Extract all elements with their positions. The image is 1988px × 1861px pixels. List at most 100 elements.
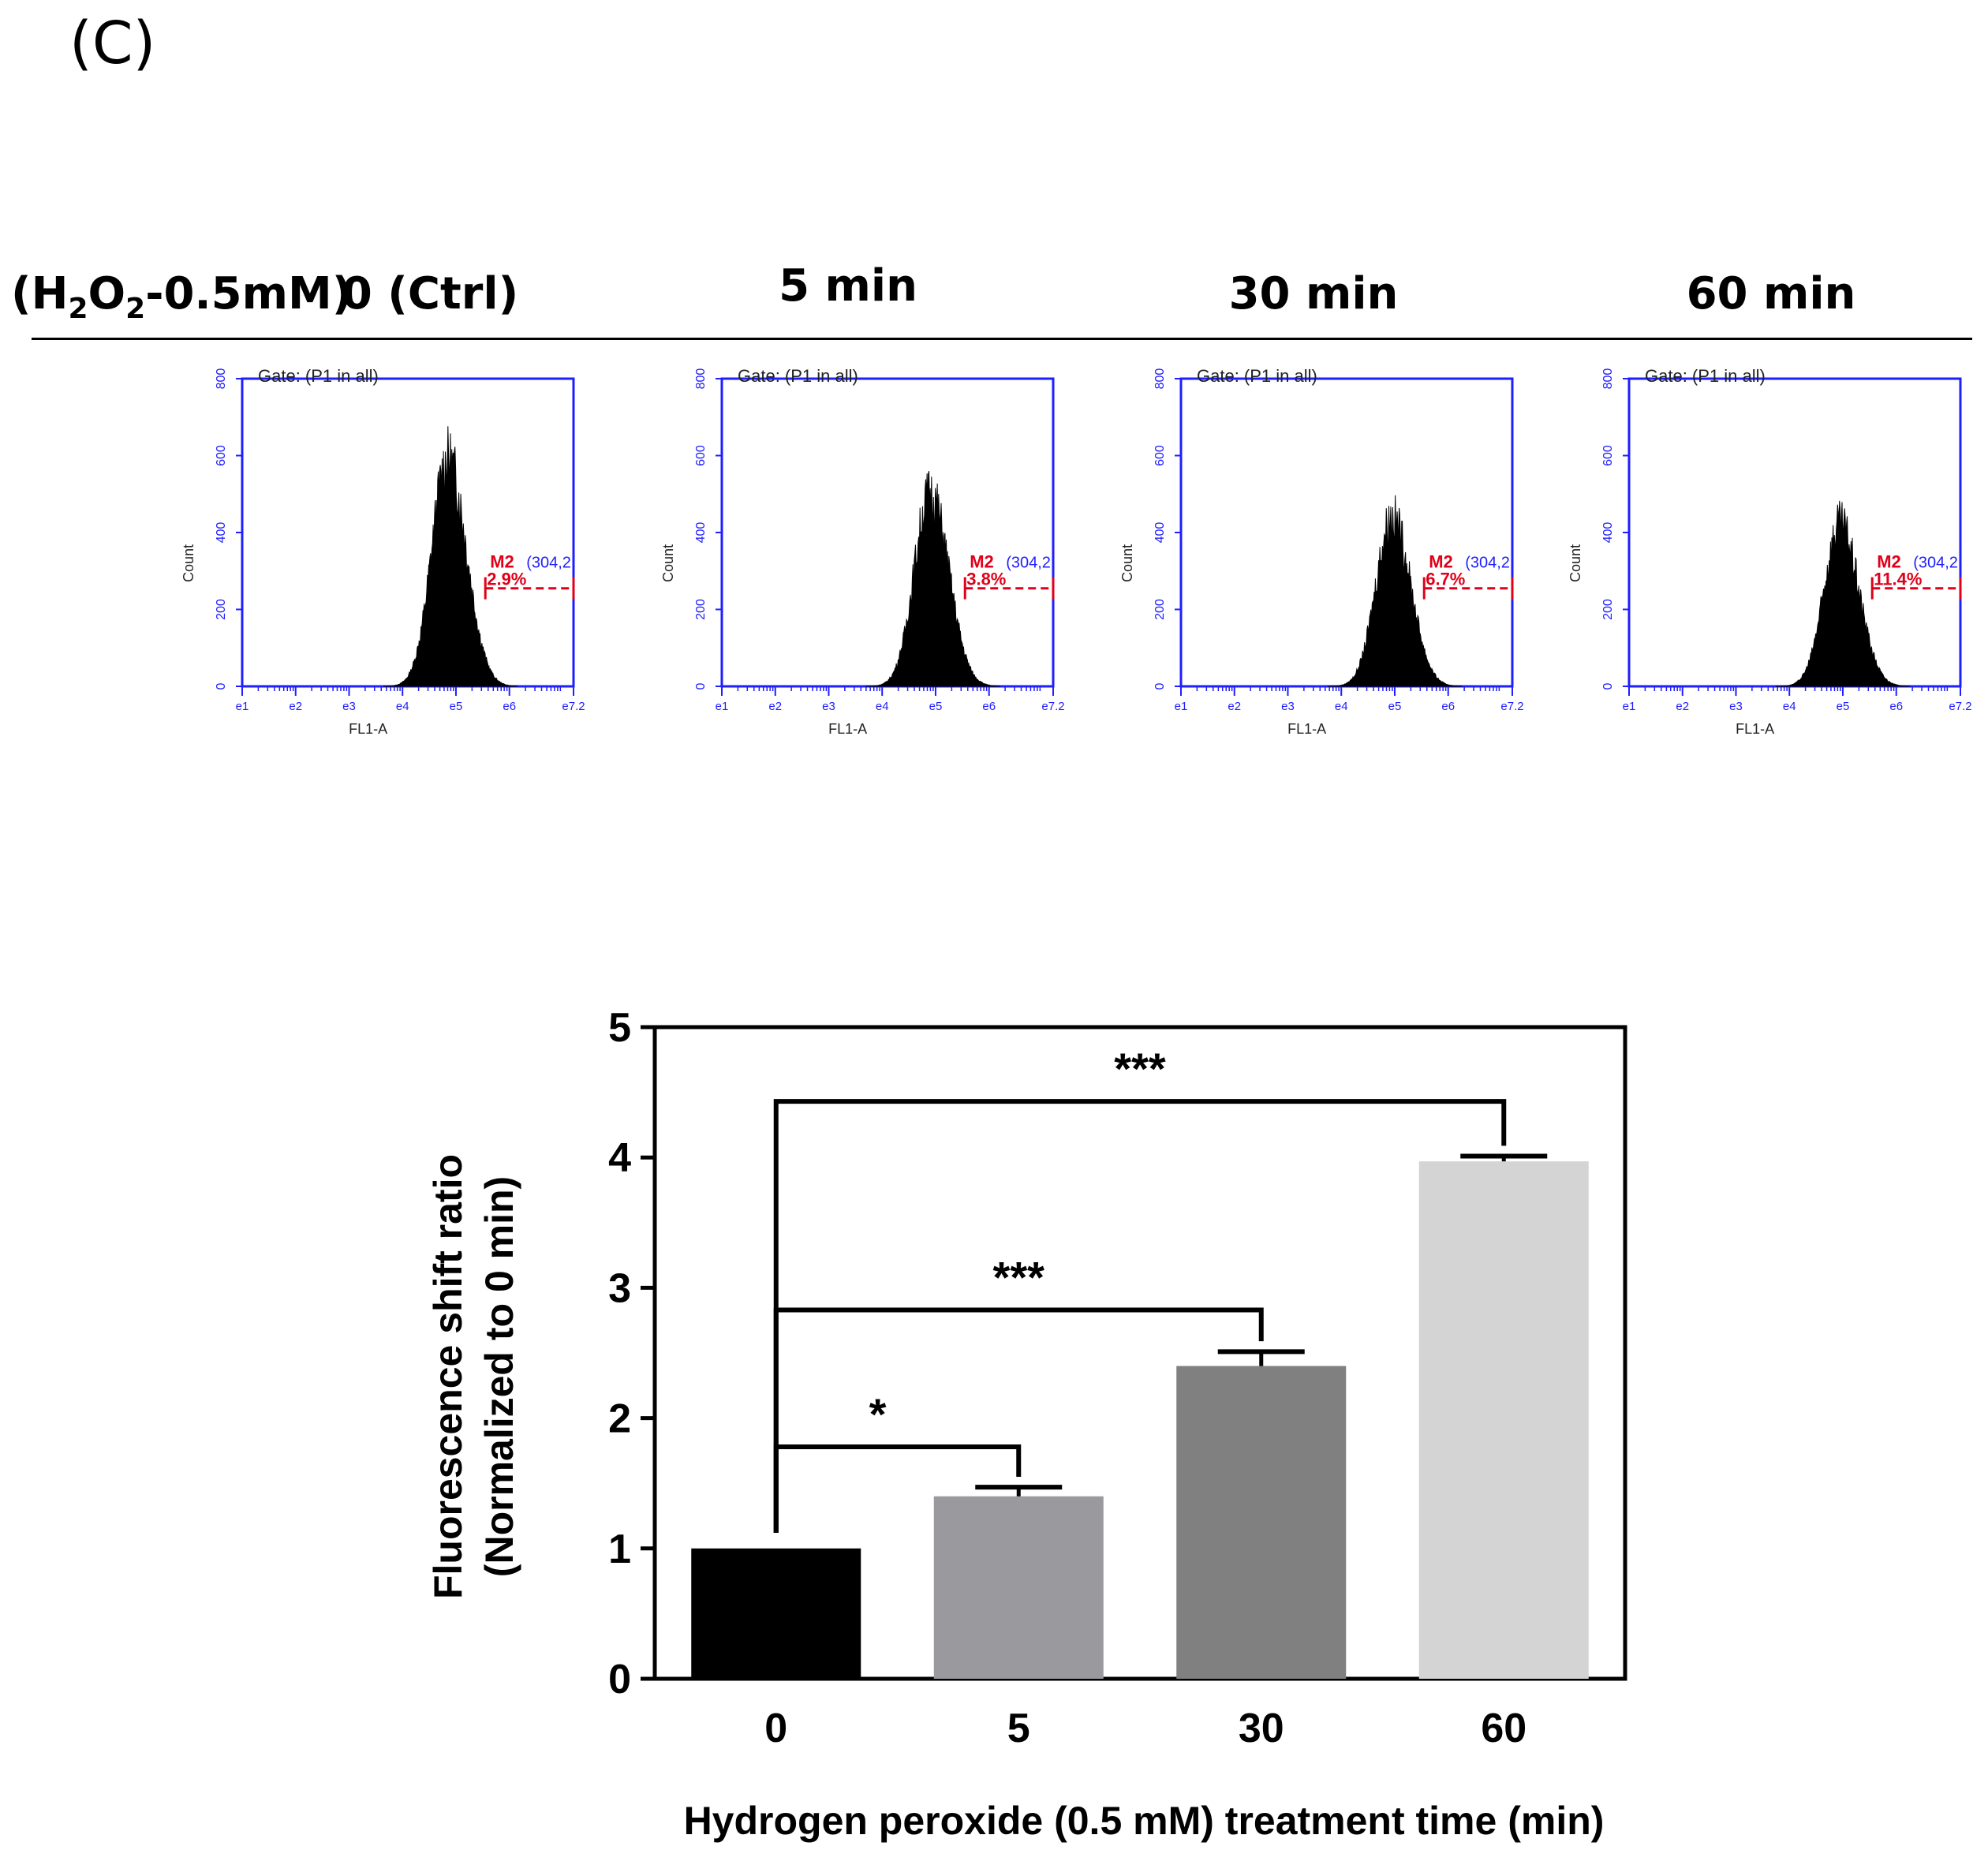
histogram-x-tick-label: e6 [982, 700, 996, 713]
y-tick-label: 5 [608, 1005, 631, 1051]
significance-label: *** [1114, 1044, 1166, 1093]
histogram-x-tick-label: e5 [1388, 700, 1402, 713]
histogram-y-tick-label: 200 [694, 599, 708, 620]
marker-range: (304,2 [1006, 555, 1051, 572]
y-tick-label: 3 [608, 1265, 631, 1311]
histogram-x-tick-label: e3 [1281, 700, 1295, 713]
histogram-y-axis-label: Count [1119, 544, 1135, 582]
significance-label: *** [993, 1252, 1045, 1302]
histogram-panel-1: Gate: (P1 in all) 0 200 400 600 800 Count e1 e2 e… [660, 366, 1065, 737]
histogram-y-tick-label: 400 [1601, 522, 1615, 544]
histogram-x-tick-label: e7.2 [562, 700, 585, 713]
histogram-x-tick-label: e1 [236, 700, 249, 713]
plot-frame [652, 1025, 1627, 1681]
histogram-x-tick-label: e3 [1729, 700, 1743, 713]
marker-range: (304,2 [1465, 555, 1510, 572]
histogram-y-axis-label: Count [1568, 544, 1583, 582]
marker-range: (304,2 [526, 555, 571, 572]
histogram-y-tick-label: 0 [1153, 682, 1167, 689]
histogram-y-tick-label: 200 [215, 599, 228, 620]
histogram-x-tick-label: e2 [1676, 700, 1689, 713]
histogram-y-tick-label: 800 [1601, 368, 1615, 390]
histogram-x-tick-label: e4 [1783, 700, 1796, 713]
histogram-panels: Gate: (P1 in all) 0 200 400 600 800 Count e1 e2 e… [181, 366, 1972, 737]
histogram-panel-0: Gate: (P1 in all) 0 200 400 600 800 Count e1 e2 e… [181, 366, 585, 737]
histogram-gate-label: Gate: (P1 in all) [1645, 366, 1766, 386]
histogram-x-tick-label: e3 [342, 700, 356, 713]
histogram-y-tick-label: 600 [1601, 445, 1615, 466]
histogram-panel-3: Gate: (P1 in all) 0 200 400 600 800 Count e1 e2 e… [1568, 366, 1972, 737]
y-tick-label: 1 [608, 1527, 631, 1572]
histogram-x-tick-label: e3 [822, 700, 835, 713]
y-tick-label: 4 [608, 1135, 631, 1181]
histogram-x-tick-label: e4 [1335, 700, 1348, 713]
treatment-label: (H2O2-0.5mM) [11, 268, 353, 326]
histogram-x-tick-label: e1 [716, 700, 729, 713]
histogram-x-tick-label: e4 [876, 700, 889, 713]
timepoint-label-60: 60 min [1686, 268, 1856, 320]
timepoint-label-0: 0 (Ctrl) [341, 268, 519, 320]
histogram-x-axis-label: FL1-A [1736, 721, 1774, 737]
histogram-y-tick-label: 0 [1601, 682, 1615, 689]
histogram-y-tick-label: 800 [1153, 368, 1167, 390]
x-tick-label: 0 [764, 1706, 787, 1751]
bar-30 [1176, 1366, 1347, 1679]
histogram-x-tick-label: e7.2 [1500, 700, 1523, 713]
marker-percent: 3.8% [966, 570, 1006, 589]
histogram-x-tick-label: e1 [1175, 700, 1188, 713]
histogram-x-tick-label: e2 [289, 700, 302, 713]
significance-label: * [869, 1389, 887, 1439]
marker-name: M2 [490, 552, 514, 572]
histogram-y-tick-label: 0 [215, 682, 228, 689]
bar-60 [1418, 1161, 1589, 1679]
x-tick-label: 60 [1481, 1706, 1526, 1751]
x-axis-label: Hydrogen peroxide (0.5 mM) treatment tim… [684, 1799, 1605, 1843]
marker-percent: 2.9% [487, 570, 526, 589]
header-rule [32, 338, 1972, 340]
bar-0 [691, 1548, 861, 1679]
histogram-x-tick-label: e4 [396, 700, 409, 713]
y-tick-label: 0 [608, 1657, 631, 1702]
histogram-gate-label: Gate: (P1 in all) [258, 366, 379, 386]
histogram-peak [1775, 500, 1911, 687]
histogram-x-tick-label: e7.2 [1949, 700, 1971, 713]
histogram-x-tick-label: e6 [1441, 700, 1455, 713]
histogram-peak [865, 471, 1001, 687]
marker-percent: 6.7% [1426, 570, 1465, 589]
histogram-y-tick-label: 200 [1601, 599, 1615, 620]
histogram-peak [383, 426, 519, 687]
histogram-x-tick-label: e6 [1889, 700, 1903, 713]
histogram-x-tick-label: e2 [768, 700, 782, 713]
histogram-y-axis-label: Count [660, 544, 676, 582]
marker-range: (304,2 [1913, 555, 1958, 572]
histogram-x-axis-label: FL1-A [349, 721, 387, 737]
marker-name: M2 [1877, 552, 1901, 572]
histogram-y-tick-label: 800 [694, 368, 708, 390]
y-axis-label-line1: Fluorescence shift ratio [426, 1154, 470, 1599]
x-tick-label: 30 [1239, 1706, 1284, 1751]
marker-percent: 11.4% [1874, 570, 1922, 589]
panel-label: (C) [69, 9, 156, 77]
timepoint-label-5: 5 min [779, 260, 917, 312]
histogram-gate-label: Gate: (P1 in all) [738, 366, 858, 386]
header-row: (H2O2-0.5mM) 0 (Ctrl) 5 min 30 min 60 mi… [0, 260, 1988, 339]
histogram-x-tick-label: e6 [503, 700, 516, 713]
histogram-y-axis-label: Count [181, 544, 196, 582]
marker-name: M2 [970, 552, 994, 572]
histogram-x-axis-label: FL1-A [828, 721, 867, 737]
histogram-x-tick-label: e5 [1837, 700, 1850, 713]
y-tick-label: 2 [608, 1396, 631, 1442]
significance-bracket [773, 1099, 1507, 1533]
histogram-y-tick-label: 200 [1153, 599, 1167, 620]
histogram-x-tick-label: e5 [450, 700, 463, 713]
histogram-y-tick-label: 400 [1153, 522, 1167, 544]
histogram-y-tick-label: 600 [694, 445, 708, 466]
histogram-x-tick-label: e7.2 [1041, 700, 1064, 713]
histogram-gate-label: Gate: (P1 in all) [1197, 366, 1317, 386]
histogram-x-tick-label: e1 [1623, 700, 1636, 713]
histogram-y-tick-label: 600 [215, 445, 228, 466]
histogram-y-tick-label: 800 [215, 368, 228, 390]
y-axis-label-line2: (Normalized to 0 min) [477, 1176, 521, 1577]
